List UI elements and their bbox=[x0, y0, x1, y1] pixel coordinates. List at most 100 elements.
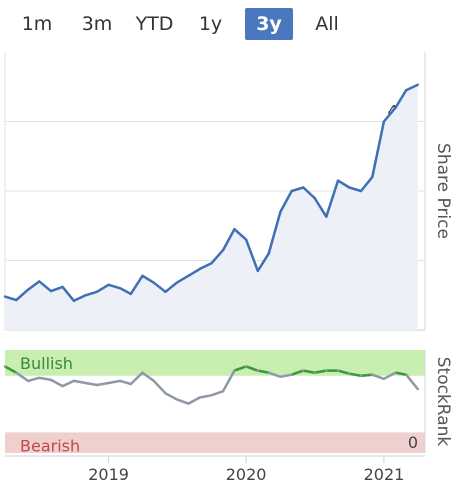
rank-point bbox=[164, 392, 167, 395]
price-point bbox=[290, 189, 293, 193]
price-point bbox=[141, 274, 144, 277]
price-point bbox=[3, 295, 7, 298]
rank-bullish-segment bbox=[291, 369, 304, 376]
price-point bbox=[210, 262, 213, 265]
price-point bbox=[267, 252, 270, 255]
price-point bbox=[336, 179, 340, 182]
rank-point bbox=[279, 375, 282, 378]
x-tick-label: 2021 bbox=[364, 465, 405, 484]
rank-point bbox=[416, 387, 419, 391]
rank-bullish-segment bbox=[4, 365, 17, 374]
stockrank-panel: Bullish Bearish 0 StockRank bbox=[3, 350, 453, 455]
rank-point bbox=[107, 381, 110, 385]
price-point bbox=[302, 186, 305, 189]
price-point bbox=[49, 289, 53, 293]
rank-point bbox=[348, 372, 351, 375]
price-point bbox=[152, 281, 155, 284]
rank-point bbox=[84, 381, 87, 385]
price-point bbox=[221, 248, 225, 252]
rank-point bbox=[325, 369, 328, 372]
rank-point bbox=[233, 369, 236, 372]
rank-point bbox=[371, 373, 374, 376]
rank-tick-label: 0 bbox=[408, 433, 418, 452]
bullish-band bbox=[5, 350, 425, 376]
rank-point bbox=[405, 373, 408, 376]
rank-point bbox=[210, 394, 213, 397]
range-button-3y[interactable]: 3y bbox=[245, 8, 293, 40]
rank-point bbox=[256, 369, 259, 372]
x-axis: 2019 2020 2021 bbox=[5, 455, 425, 484]
price-point bbox=[129, 292, 132, 296]
rank-bullish-segment bbox=[314, 369, 327, 374]
x-tick-label: 2019 bbox=[88, 465, 129, 484]
price-point bbox=[107, 283, 110, 286]
rank-point bbox=[152, 379, 155, 383]
price-point bbox=[26, 288, 30, 291]
price-point bbox=[359, 189, 363, 193]
rank-point bbox=[129, 382, 132, 386]
bearish-band bbox=[5, 432, 425, 453]
price-point bbox=[61, 285, 64, 289]
price-point bbox=[72, 299, 76, 302]
rank-point bbox=[198, 396, 202, 399]
rank-bullish-segment bbox=[349, 372, 362, 377]
rank-bullish-segment bbox=[245, 365, 259, 372]
x-tick-label: 2020 bbox=[226, 465, 267, 484]
rank-point bbox=[49, 378, 53, 382]
range-button-1m[interactable]: 1m bbox=[21, 13, 53, 35]
price-point bbox=[371, 175, 374, 179]
price-point bbox=[256, 269, 259, 273]
rank-point bbox=[187, 402, 190, 405]
rank-point bbox=[175, 398, 178, 401]
rank-point bbox=[302, 369, 305, 372]
price-point bbox=[405, 89, 408, 92]
range-button-ytd[interactable]: YTD bbox=[135, 13, 174, 35]
price-point bbox=[394, 106, 397, 109]
rank-point bbox=[313, 371, 316, 374]
price-point bbox=[95, 290, 99, 293]
rank-bullish-segment bbox=[360, 373, 373, 377]
price-point bbox=[187, 274, 190, 277]
price-panel: 100200300400Share Price bbox=[3, 52, 453, 331]
price-point bbox=[348, 186, 351, 189]
rank-point bbox=[95, 383, 99, 387]
price-axis-label: Share Price bbox=[433, 143, 453, 239]
range-button-3m[interactable]: 3m bbox=[81, 13, 113, 35]
bearish-label: Bearish bbox=[20, 436, 80, 455]
price-point bbox=[38, 280, 41, 283]
price-point bbox=[15, 298, 18, 302]
rank-point bbox=[15, 371, 18, 374]
price-point bbox=[416, 83, 419, 86]
rank-point bbox=[26, 379, 30, 383]
price-point bbox=[279, 210, 282, 214]
rank-bullish-segment bbox=[337, 369, 350, 375]
rank-bullish-segment bbox=[395, 371, 407, 376]
price-point bbox=[198, 267, 202, 270]
rank-axis-label: StockRank bbox=[433, 357, 453, 447]
rank-point bbox=[141, 371, 144, 374]
rank-point bbox=[244, 365, 248, 368]
rank-point bbox=[3, 365, 7, 368]
rank-bullish-segment bbox=[257, 369, 269, 374]
rank-point bbox=[336, 369, 340, 372]
range-button-1y[interactable]: 1y bbox=[198, 13, 223, 35]
price-area-fill bbox=[5, 84, 418, 330]
price-point bbox=[313, 196, 316, 200]
rank-point bbox=[72, 379, 76, 383]
price-point bbox=[175, 281, 178, 284]
price-point bbox=[325, 215, 328, 218]
bullish-label: Bullish bbox=[20, 354, 73, 373]
rank-point bbox=[119, 379, 122, 383]
price-point bbox=[84, 294, 87, 297]
rank-point bbox=[38, 376, 41, 379]
rank-point bbox=[394, 371, 397, 374]
range-button-all[interactable]: All bbox=[315, 13, 339, 35]
range-selector: 1m 3m YTD 1y 3y All bbox=[0, 0, 466, 46]
rank-point bbox=[359, 374, 363, 377]
price-point bbox=[119, 287, 122, 290]
price-point bbox=[382, 120, 386, 123]
rank-point bbox=[267, 371, 270, 374]
price-point bbox=[244, 238, 248, 241]
rank-point bbox=[382, 377, 386, 380]
